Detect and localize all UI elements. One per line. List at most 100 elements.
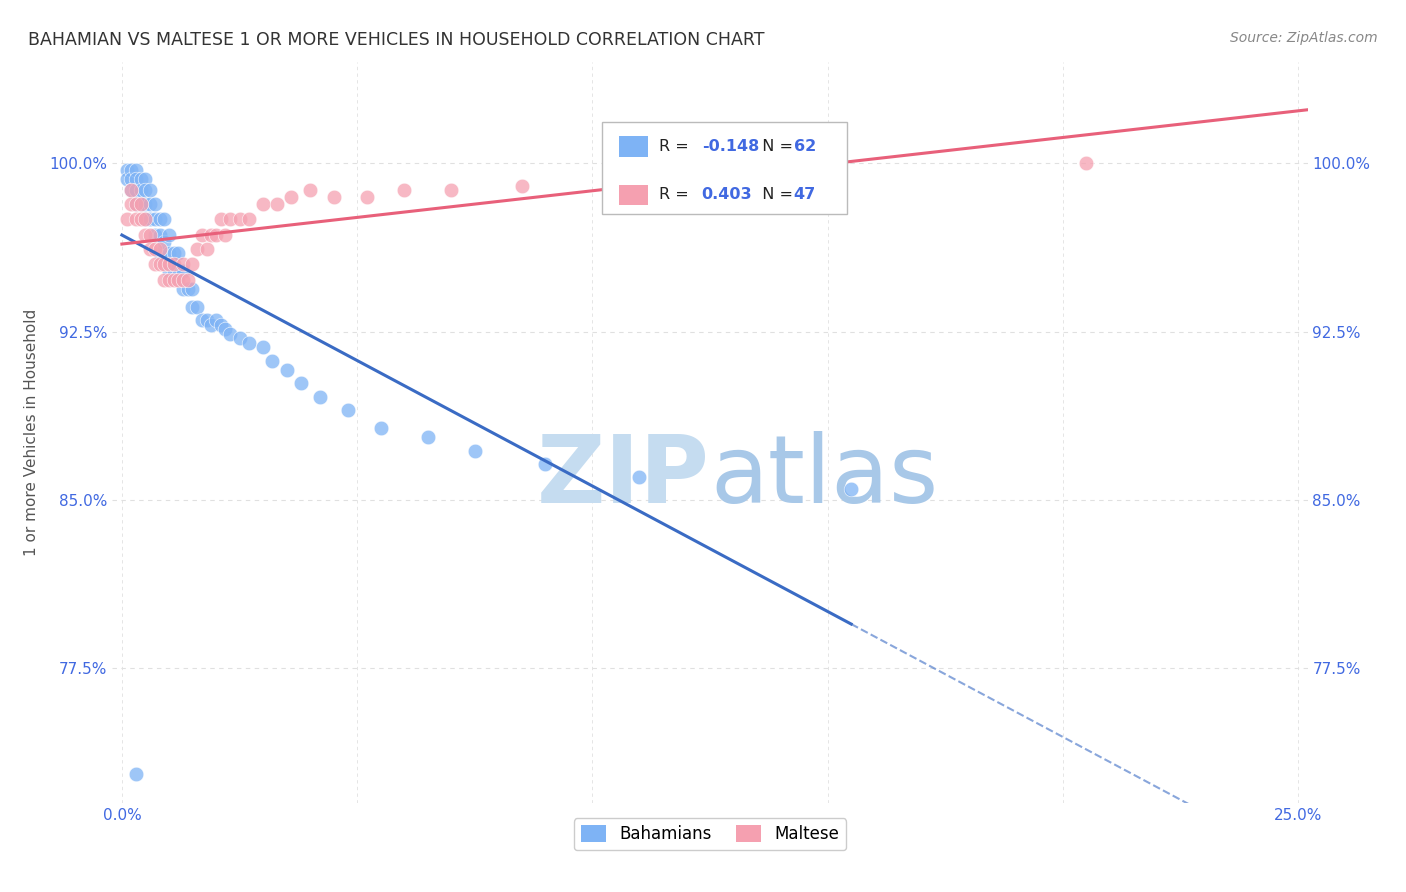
Point <box>148 246 170 260</box>
Point <box>290 376 312 391</box>
Point <box>172 257 194 271</box>
Point <box>839 482 862 496</box>
Point <box>120 196 142 211</box>
Point <box>157 246 180 260</box>
Point <box>172 273 194 287</box>
Point <box>356 190 378 204</box>
Point <box>299 183 322 197</box>
Legend: Bahamians, Maltese: Bahamians, Maltese <box>574 819 846 850</box>
Point <box>181 257 204 271</box>
Point <box>157 264 180 278</box>
Point <box>167 246 190 260</box>
Text: ZIP: ZIP <box>537 431 710 523</box>
Point <box>219 326 242 341</box>
Point <box>129 212 152 227</box>
FancyBboxPatch shape <box>619 185 648 205</box>
Point <box>143 228 166 243</box>
Point <box>139 242 162 256</box>
Point <box>228 331 250 345</box>
Point <box>191 313 214 327</box>
Text: 62: 62 <box>793 138 815 153</box>
Text: atlas: atlas <box>710 431 938 523</box>
FancyBboxPatch shape <box>619 136 648 157</box>
Point <box>191 228 214 243</box>
Text: -0.148: -0.148 <box>702 138 759 153</box>
Point <box>134 212 156 227</box>
Point <box>125 212 148 227</box>
Point <box>157 257 180 271</box>
Point <box>416 430 439 444</box>
Text: R =: R = <box>658 138 693 153</box>
Point <box>163 246 186 260</box>
Point <box>143 196 166 211</box>
Point <box>157 273 180 287</box>
Point <box>163 257 186 271</box>
Point <box>139 212 162 227</box>
Point <box>1076 156 1098 170</box>
Point <box>129 196 152 211</box>
Point <box>134 196 156 211</box>
Point <box>209 318 232 332</box>
Point <box>266 196 288 211</box>
Point <box>336 403 359 417</box>
Point <box>262 354 284 368</box>
Point <box>228 212 250 227</box>
Point <box>186 242 208 256</box>
Point <box>120 172 142 186</box>
Point <box>214 322 236 336</box>
Y-axis label: 1 or more Vehicles in Household: 1 or more Vehicles in Household <box>24 309 38 557</box>
Point <box>200 228 222 243</box>
Text: R =: R = <box>658 186 693 202</box>
Point <box>143 212 166 227</box>
Point <box>186 300 208 314</box>
Point <box>153 212 176 227</box>
Point <box>134 228 156 243</box>
Point <box>115 212 138 227</box>
Point <box>134 172 156 186</box>
Point <box>167 268 190 283</box>
Point <box>153 235 176 249</box>
Point <box>125 172 148 186</box>
Point <box>134 212 156 227</box>
Point <box>209 212 232 227</box>
Point <box>181 300 204 314</box>
Point <box>139 228 162 243</box>
Point <box>163 264 186 278</box>
Point <box>440 183 463 197</box>
Point <box>172 282 194 296</box>
Point <box>148 212 170 227</box>
Point <box>181 282 204 296</box>
Point <box>129 172 152 186</box>
Point <box>195 242 218 256</box>
Point <box>370 421 392 435</box>
Point <box>214 228 236 243</box>
Point <box>308 390 330 404</box>
Point <box>280 190 302 204</box>
Point <box>139 196 162 211</box>
Point <box>125 196 148 211</box>
Text: 47: 47 <box>793 186 815 202</box>
Point <box>195 313 218 327</box>
Point <box>652 174 675 188</box>
Point <box>115 172 138 186</box>
Text: BAHAMIAN VS MALTESE 1 OR MORE VEHICLES IN HOUSEHOLD CORRELATION CHART: BAHAMIAN VS MALTESE 1 OR MORE VEHICLES I… <box>28 31 765 49</box>
Point <box>177 282 200 296</box>
Point <box>276 363 298 377</box>
Point <box>143 257 166 271</box>
Point <box>148 242 170 256</box>
Point <box>120 183 142 197</box>
Point <box>252 340 274 354</box>
Point <box>205 313 228 327</box>
Point <box>139 183 162 197</box>
Point <box>129 196 152 211</box>
Point <box>157 228 180 243</box>
Point <box>153 273 176 287</box>
Point <box>534 457 557 471</box>
Point <box>628 470 651 484</box>
Point <box>163 273 186 287</box>
Point <box>125 766 148 780</box>
Point <box>510 178 533 193</box>
Point <box>205 228 228 243</box>
Text: 0.403: 0.403 <box>702 186 752 202</box>
Point <box>120 183 142 197</box>
